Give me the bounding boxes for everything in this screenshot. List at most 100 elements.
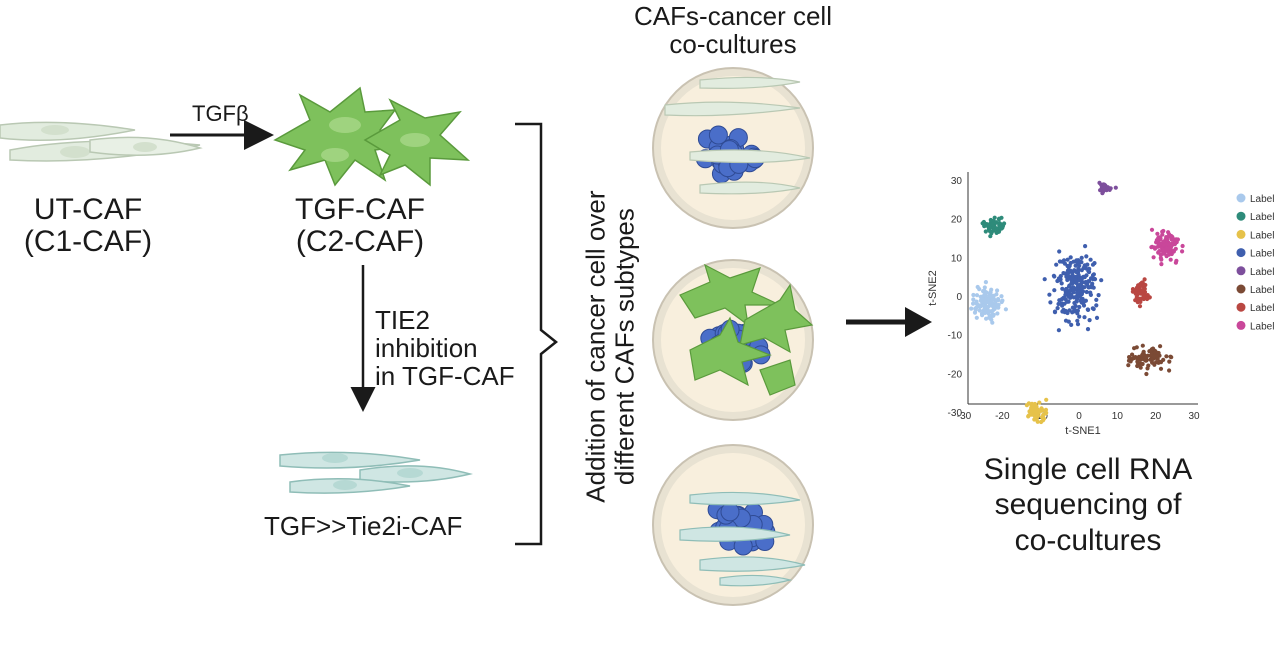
tsne-point [996,305,1001,310]
tsne-point [1155,231,1160,236]
tsne-point [971,301,976,306]
tsne-point [1052,310,1058,315]
tsne-point [999,299,1004,305]
tgfb-label: TGFβ [192,101,249,126]
tsne-point [1159,257,1164,262]
legend-swatch [1236,211,1246,221]
tsne-y-tick: -20 [948,369,963,380]
scrna-label-line3: co-cultures [1014,523,1162,557]
tsne-point [1140,343,1145,348]
coculture-title-line1: CAFs-cancer cell [634,1,832,31]
tsne-y-tick: 20 [951,215,963,226]
tsne-point [994,226,999,231]
tsne-point [995,311,1000,316]
tsne-point [1079,286,1084,291]
tsne-point [1077,283,1082,288]
tsne-point [1149,227,1155,232]
tsne-point [1180,243,1185,249]
tsne-point [1065,277,1070,283]
tsne-point [974,315,979,320]
tsne-point [1096,293,1101,298]
tsne-point [1077,277,1082,283]
tsne-point [991,313,996,318]
tsne-point [1132,346,1137,351]
tsne-point [1077,259,1082,264]
tsne-point [1168,257,1173,262]
tsne-point [996,229,1001,234]
tsne-point [1143,354,1148,360]
tsne-point [1064,286,1069,292]
tsne-point [1145,296,1150,302]
tsne-point [1083,244,1088,249]
tsne-point [1085,307,1090,312]
tsne-point [1084,254,1089,259]
tsne-point [971,292,976,298]
tsne-point [1052,288,1057,293]
tsne-point [1065,263,1070,269]
tsne-point [1065,310,1070,316]
tie2i-caf-label: TGF>>Tie2i-CAF [264,511,463,541]
tsne-point [1134,287,1139,292]
addition-label: Addition of cancer cell over different C… [580,162,639,532]
tsne-point [1058,274,1063,279]
tsne-point [1141,294,1146,299]
tsne-point [1083,298,1088,303]
legend-label: Label [1250,267,1274,278]
tsne-point [994,220,999,225]
tsne-point [1026,414,1031,419]
tsne-point [1126,358,1132,363]
tsne-point [1161,247,1166,252]
addition-label-line2: different CAFs subtypes [609,208,639,486]
legend-swatch [1236,266,1246,276]
tsne-point [1060,303,1065,308]
tsne-point [1167,359,1172,364]
tgf-caf-label: TGF-CAF (C2-CAF) [290,193,430,259]
addition-label-line1: Addition of cancer cell over [580,190,611,503]
legend-label: Label [1250,321,1274,332]
tsne-point [1099,278,1104,283]
tie2-label-line3: in TGF-CAF [375,361,515,392]
tsne-point [969,306,974,311]
tsne-point [1071,285,1076,290]
tsne-point [978,298,984,303]
tie2i-caf-cells-icon [279,451,473,494]
tsne-point [1097,180,1102,185]
legend-label: Label [1250,285,1274,296]
tsne-point [1047,292,1052,297]
tsne-point [1032,401,1037,407]
tsne-y-tick: -30 [948,408,963,419]
tsne-point [1048,300,1053,305]
tsne-x-tick: 10 [1112,411,1124,422]
tsne-point [971,297,976,302]
tsne-x-label: t-SNE1 [1065,425,1100,437]
tsne-y-tick: 10 [951,253,963,264]
tsne-point [1041,408,1046,413]
tsne-point [983,280,989,285]
tsne-point [1059,297,1065,302]
tsne-point [993,299,999,304]
tsne-point [1065,257,1070,262]
tsne-point [989,287,994,292]
tsne-point [1138,365,1143,370]
cancer-cell [720,502,740,522]
tsne-point [982,304,988,309]
tsne-point [1081,303,1087,308]
tie2-inhibition-label: TIE2 inhibition in TGF-CAF [375,306,515,390]
tsne-point [999,215,1004,220]
ut-caf-label-line1: UT-CAF [33,193,143,226]
tsne-point [1158,344,1163,349]
tsne-point [995,288,1000,293]
tsne-point [1085,327,1091,332]
tgf-caf-label-line2: (C2-CAF) [295,225,425,259]
tsne-point [1161,357,1166,362]
tsne-point [1133,291,1138,296]
tsne-point [1081,265,1086,270]
coculture-dish-utcaf [652,67,814,229]
tsne-point [1071,288,1076,293]
tsne-y-tick: -10 [948,331,963,342]
tsne-point [1160,232,1165,237]
tsne-point [1057,278,1062,283]
coculture-title-line2: co-cultures [669,29,797,60]
tsne-point [1087,285,1092,290]
tsne-point [1133,298,1138,303]
